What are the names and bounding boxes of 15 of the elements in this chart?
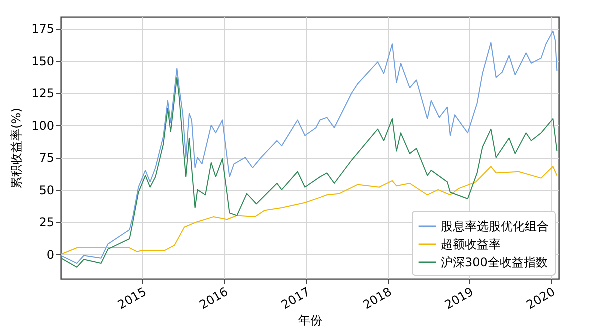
y-tick-label: 100	[32, 118, 54, 133]
legend-label: 超额收益率	[441, 238, 501, 252]
y-tick-label: 25	[39, 216, 54, 230]
legend-label: 沪深300全收益指数	[441, 256, 548, 270]
y-tick-label: 125	[32, 86, 54, 101]
y-tick-label: 75	[39, 151, 54, 166]
line-series	[60, 166, 558, 255]
line-series	[60, 77, 558, 268]
y-tick-label: 0	[46, 248, 54, 262]
legend-label: 股息率选股优化组合	[441, 220, 549, 234]
y-tick-label: 150	[32, 54, 54, 68]
y-tick-label: 50	[39, 183, 54, 198]
y-tick-label: 175	[32, 22, 54, 36]
y-axis-title: 累积收益率(%)	[10, 108, 24, 189]
x-axis-title: 年份	[298, 313, 322, 326]
